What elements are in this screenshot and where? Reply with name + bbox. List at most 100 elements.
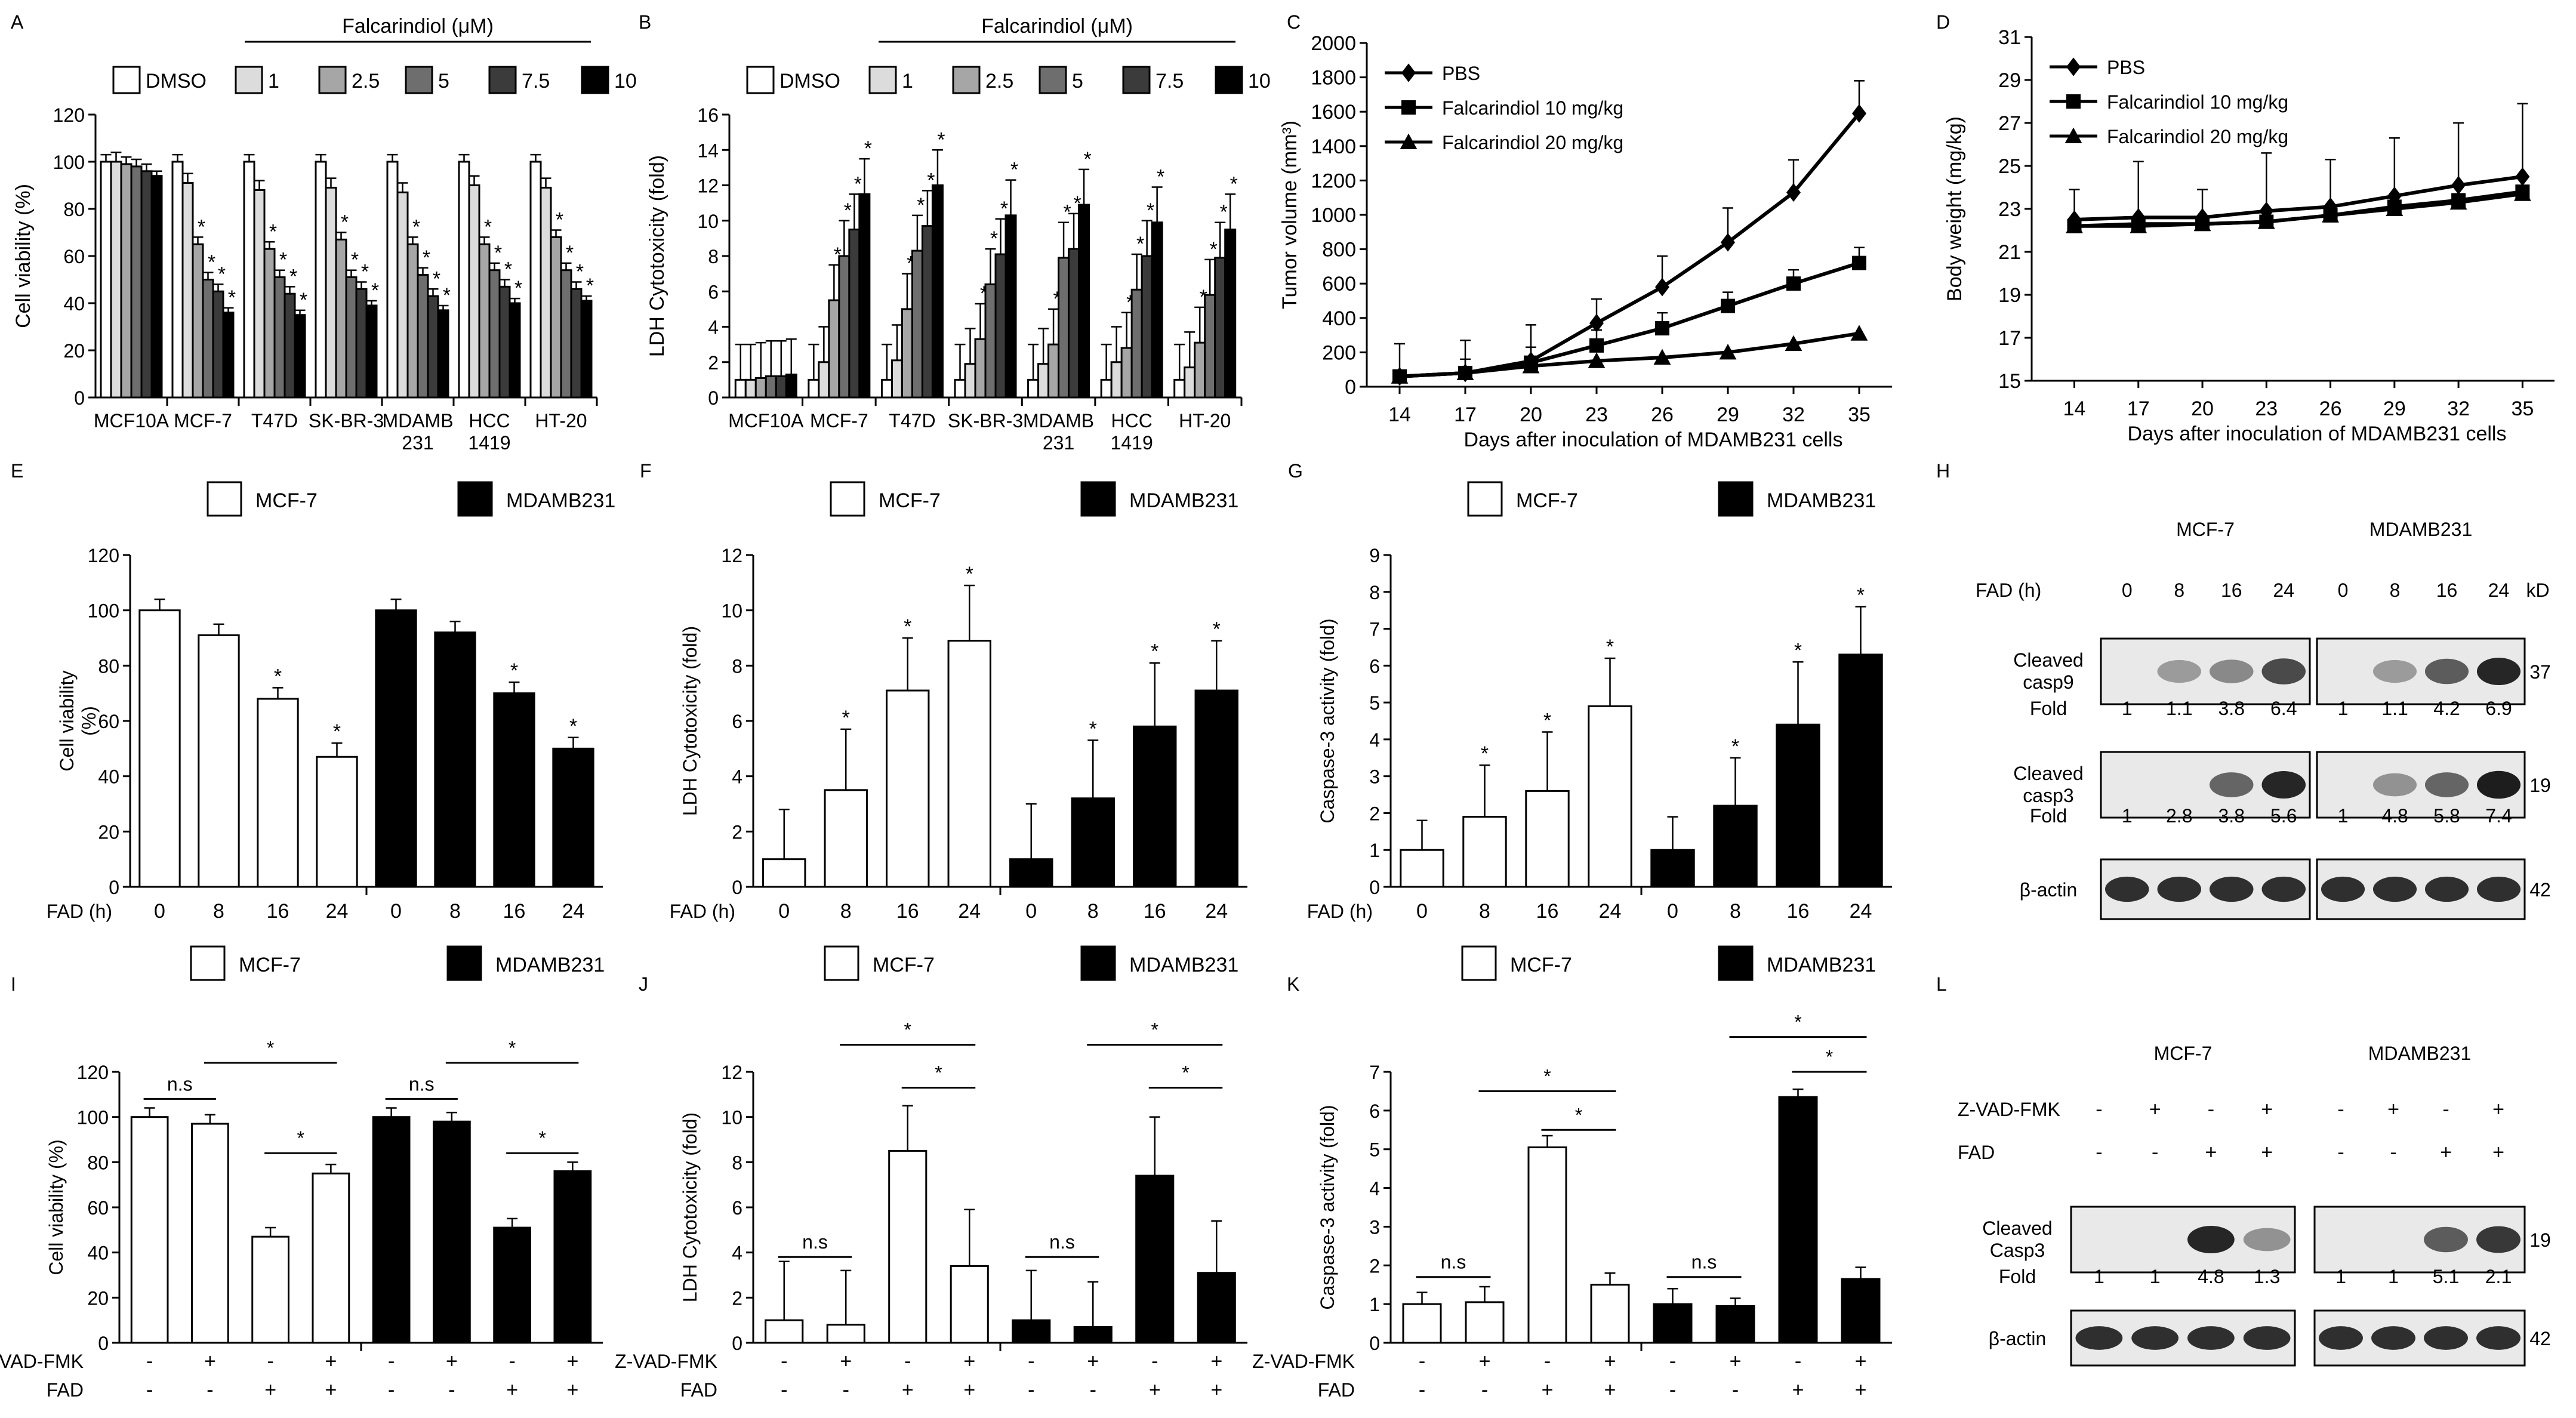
panel-I-sign: + [325,1350,337,1373]
panel-J-annotation-text: n.s [802,1231,828,1253]
panel-A-star: * [576,260,584,283]
panel-A-bar [355,288,368,399]
panel-J-row-label: Z-VAD-FMK [615,1351,717,1372]
blot-H-row4-band [2105,876,2149,902]
blot-H-fold: 1 [2338,805,2349,827]
panel-J-sign: + [840,1350,852,1373]
panel-F-legend-label: MDAMB231 [1129,489,1238,512]
panel-B-y-tick-label: 6 [708,281,719,303]
panel-C-series-line [1399,331,1860,378]
panel-G-y-tick-label: 3 [1369,766,1380,788]
blot-L-fold: 1 [2335,1266,2346,1287]
panel-G-star: * [1731,735,1739,758]
panel-I-annotation-text: * [297,1127,304,1149]
blot-L-sign: - [2096,1141,2102,1164]
panel-letter-J: J [639,973,648,995]
panel-B-legend-swatch [1122,66,1151,94]
panel-B-star: * [1230,172,1238,195]
panel-E-y-tick-label: 20 [98,821,119,843]
panel-A-bar [120,163,133,399]
panel-E-y-tick-label: 100 [88,600,119,622]
panel-K-sign: + [1855,1379,1867,1401]
panel-G-y-tick-label: 1 [1369,840,1380,861]
panel-E-y-tick-label: 40 [98,766,119,788]
panel-E-x-tick-label: 24 [562,900,585,923]
panel-B-bar [984,283,997,399]
panel-B-star: * [1000,198,1008,220]
blot-L-sign: - [2442,1098,2449,1121]
blot-H-time: 16 [2221,579,2242,601]
blot-L-row-label: Cleaved Casp3 [1982,1217,2052,1261]
panel-D-point [2193,215,2211,232]
panel-A-legend-label: 1 [268,70,279,93]
panel-A-bar [386,161,399,399]
panel-F-bar [1071,797,1115,888]
panel-I-y-tick-label: 40 [87,1243,109,1264]
blot-H-fold: 1 [2338,698,2349,719]
blot-H-row0-band [2157,659,2201,683]
blot-L-row0-band [2187,1226,2235,1253]
panel-I-sign: + [325,1379,337,1401]
panel-D-x-label: Days after inoculation of MDAMB231 cells [2128,423,2507,445]
panel-E-y-tick-label: 80 [98,655,119,677]
panel-G-legend-swatch [1467,481,1503,517]
panel-A-star: * [443,284,451,307]
panel-D-x-tick-label: 32 [2447,397,2470,420]
panel-C-point [1786,276,1801,291]
panel-I-bar [130,1116,169,1344]
panel-A-bar [509,302,521,399]
panel-I-bar [372,1116,411,1344]
panel-I-sign: + [204,1350,216,1373]
panel-B-bar [1058,257,1070,399]
panel-F-x-tick-label: 16 [1144,900,1166,923]
panel-C-y-tick-label: 1400 [1311,135,1356,158]
panel-B-star: * [1136,233,1144,255]
panel-E-bar [257,698,299,888]
blot-L-sign: - [2337,1098,2344,1121]
panel-I-annotation-text: n.s [167,1073,193,1095]
panel-B-bar [964,363,976,399]
panel-J-sign: - [781,1350,787,1373]
panel-E-y-tick-label: 0 [109,877,119,898]
panel-letter-B: B [639,11,651,33]
panel-F-y-tick-label: 12 [721,545,742,566]
panel-A-star: * [423,246,430,269]
panel-B-bar [785,373,797,399]
panel-A-bar [540,186,552,399]
panel-F-star: * [1089,717,1097,740]
panel-B-category-label: HT-20 [1179,410,1231,431]
panel-E-legend-swatch [207,481,242,517]
panel-A-bar [315,161,327,399]
panel-F-star: * [904,615,911,638]
panel-G-y-tick-label: 9 [1369,545,1380,566]
panel-letter-F: F [640,460,652,482]
panel-F-y-label: LDH Cytotoxicity (fold) [679,626,701,816]
panel-C-y-tick-label: 1800 [1311,67,1356,90]
panel-F-x-tick-label: 16 [896,900,919,923]
panel-B-bar [1214,257,1227,399]
panel-A-category-label: SK-BR-3 [309,410,384,431]
panel-C-legend-label: PBS [1442,63,1480,84]
panel-A-bar [243,161,255,399]
panel-K-sign: + [1604,1379,1616,1401]
panel-A-category-label: MCF-7 [174,410,232,431]
panel-K-annotation-text: * [1826,1046,1833,1068]
panel-C-point [1721,233,1735,252]
panel-I-annotation-text: * [539,1127,546,1149]
panel-I-sign: - [388,1350,395,1373]
blot-L-fold: 1 [2388,1266,2399,1287]
panel-B-star: * [854,172,862,195]
panel-A-category-label: T47D [251,410,298,431]
panel-K-row-label: Z-VAD-FMK [1252,1351,1355,1372]
panel-I-bar [433,1120,471,1344]
panel-B-star: * [1083,148,1091,171]
panel-K-sign: + [1604,1350,1616,1373]
panel-K-y-tick-label: 4 [1369,1178,1380,1200]
panel-F-bar [947,640,991,888]
panel-E-star: * [333,720,341,743]
blot-H-fold: 7.4 [2485,805,2512,827]
panel-D-point [2322,206,2339,223]
blot-L-row2-band [2319,1326,2363,1350]
panel-C-x-tick-label: 20 [1520,403,1542,426]
panel-K-bar [1527,1146,1567,1344]
